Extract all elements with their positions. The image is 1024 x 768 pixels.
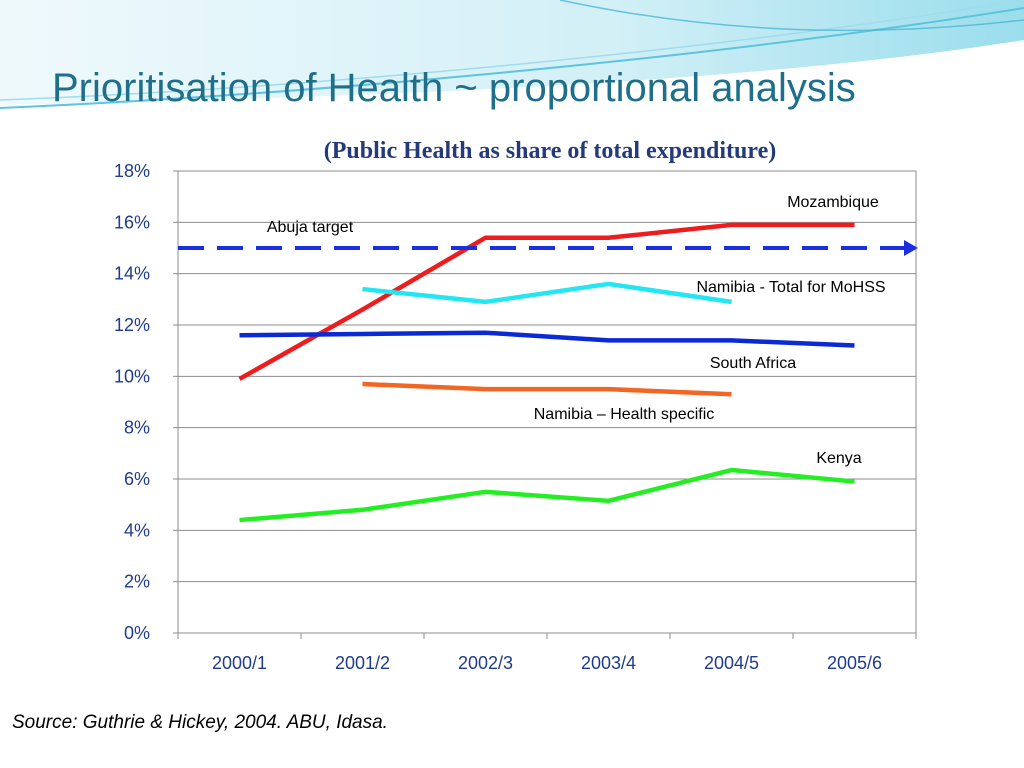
annotation-label: Namibia – Health specific	[534, 406, 715, 423]
y-tick-label: 14%	[114, 264, 150, 284]
series-line-namibia-total-for-mohss	[362, 281, 732, 305]
slide-title: Prioritisation of Health ~ proportional …	[52, 66, 856, 110]
line-chart: 0% 2% 4% 6% 8% 10% 12% 14% 16% 18% 2000/1 2001/2 200…	[114, 161, 918, 673]
annotation-label: Mozambique	[787, 194, 879, 211]
y-tick-label: 12%	[114, 315, 150, 335]
abuja-target-arrowhead	[904, 240, 918, 256]
annotation-label: Kenya	[816, 450, 861, 467]
y-tick-label: 16%	[114, 212, 150, 232]
y-tick-label: 2%	[124, 572, 150, 592]
plot-area	[177, 170, 917, 634]
y-tick-label: 10%	[114, 366, 150, 386]
y-tick-label: 0%	[124, 623, 150, 643]
x-tick-label: 2003/4	[581, 653, 636, 673]
x-tick-label: 2005/6	[827, 653, 882, 673]
series-line-south-africa	[239, 330, 855, 348]
y-tick-label: 4%	[124, 520, 150, 540]
annotation-label: Namibia - Total for MoHSS	[696, 279, 885, 296]
series-line-namibia-health-specific	[362, 381, 732, 397]
y-tick-label: 18%	[114, 161, 150, 181]
source-citation: Source: Guthrie & Hickey, 2004. ABU, Ida…	[12, 712, 388, 733]
annotation-label: South Africa	[710, 355, 796, 372]
x-tick-label: 2001/2	[335, 653, 390, 673]
series-line-kenya	[239, 467, 855, 523]
y-tick-label: 6%	[124, 469, 150, 489]
y-tick-label: 8%	[124, 418, 150, 438]
x-tick-label: 2004/5	[704, 653, 759, 673]
series-line-mozambique	[238, 222, 855, 381]
x-tick-label: 2002/3	[458, 653, 513, 673]
decorative-wave-header	[0, 0, 1024, 109]
annotation-label: Abuja target	[267, 219, 354, 236]
chart-title: (Public Health as share of total expendi…	[323, 138, 777, 164]
x-tick-label: 2000/1	[212, 653, 267, 673]
